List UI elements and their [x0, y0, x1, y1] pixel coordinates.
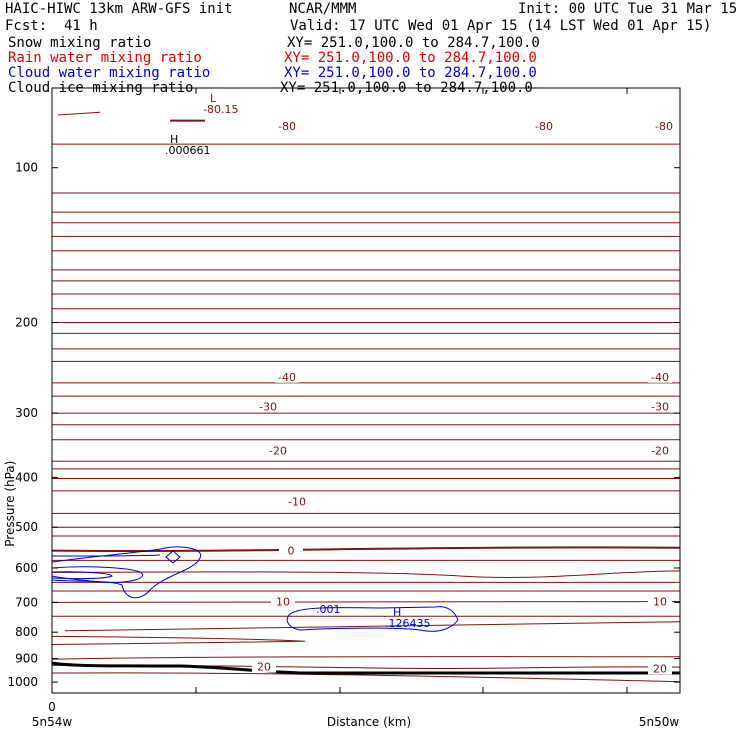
temperature-contour-label: -40	[651, 371, 669, 384]
temperature-contour-line	[51, 656, 681, 660]
cloud-water-contour-label: .001	[316, 603, 341, 616]
y-axis-label: Pressure (hPa)	[3, 461, 17, 547]
forecast-label: Fcst:	[5, 18, 48, 34]
temperature-contour-line	[57, 111, 101, 116]
y-tick-label: 200	[15, 316, 38, 330]
contour-label-bg	[648, 443, 672, 457]
temperature-contour-label: -80	[278, 120, 296, 133]
temperature-contour-label: -80	[535, 120, 553, 133]
legend-rain-name: Rain water mixing ratio	[8, 50, 202, 66]
contour-label-bg	[648, 369, 672, 383]
cloud-water-contour	[51, 571, 113, 580]
contour-label-bg	[271, 594, 295, 608]
temperature-contour-label: -20	[651, 445, 669, 458]
chart-title: HAIC-HIWC 13km ARW-GFS init	[5, 1, 233, 17]
y-tick-label: 700	[15, 595, 38, 609]
cloud-water-contours	[51, 546, 459, 632]
temperature-contour-label: -30	[651, 400, 669, 413]
y-tick-label: 1000	[7, 675, 38, 689]
temperature-contour-line	[51, 570, 681, 579]
temperature-contours	[51, 111, 681, 683]
legend-snow-name: Snow mixing ratio	[8, 35, 152, 51]
y-tick-label: 500	[15, 520, 38, 534]
temperature-contour-label: -80	[655, 120, 673, 133]
temperature-contour-label: 20	[257, 661, 271, 674]
cloud-water-contour	[286, 606, 459, 632]
y-tick-label: 600	[15, 561, 38, 575]
contour-label-bg	[275, 369, 299, 383]
extremum-type: L	[210, 92, 217, 105]
extremum-type: H	[170, 133, 178, 146]
extremum-value: .126435	[385, 617, 431, 630]
contour-labels: -80 -80 -80 -40 -40 -30 -30 -20 -20 -10 0 10 10 20 20 L…	[165, 92, 676, 675]
contour-label-bg	[275, 119, 299, 133]
x-tick-label: 0	[48, 700, 56, 714]
forecast-value: 41 h	[64, 18, 98, 34]
temperature-contour-line	[51, 672, 681, 683]
contour-label-bg	[256, 399, 280, 413]
temperature-contour-label: -20	[269, 445, 287, 458]
extremum-value: .000661	[165, 144, 211, 157]
temperature-contour-line	[64, 621, 681, 632]
temperature-contour-label: 0	[288, 545, 295, 558]
temperature-contour-label: 10	[276, 596, 290, 609]
contour-label-bg	[532, 119, 556, 133]
cloud-water-contour	[51, 554, 161, 557]
contour-label-bg	[648, 661, 672, 675]
x-endpoint-label-right: 5n50w	[639, 715, 680, 729]
cloud-water-contour	[165, 550, 181, 564]
y-tick-label: 100	[15, 161, 38, 175]
cloud-water-contour	[51, 566, 143, 583]
y-tick-label: 400	[15, 470, 38, 484]
legend-rain-xy: XY= 251.0,100.0 to 284.7,100.0	[284, 50, 537, 66]
y-tick-label: 300	[15, 406, 38, 420]
temperature-contour-label: 20	[653, 662, 667, 675]
temperature-contour-line	[51, 601, 681, 603]
y-tick-label: 900	[15, 652, 38, 666]
temperature-contour-label: -40	[278, 371, 296, 384]
chart-org: NCAR/MMM	[289, 1, 357, 17]
contour-label-bg	[652, 119, 676, 133]
temperature-contour-label: -10	[288, 496, 306, 509]
x-endpoint-label-left: 5n54w	[32, 715, 73, 729]
contour-label-bg	[648, 594, 672, 608]
legend-cloudwater-xy: XY= 251.0,100.0 to 284.7,100.0	[284, 65, 537, 81]
temperature-contour-label: 10	[653, 596, 667, 609]
legend-snow-xy: XY= 251.0,100.0 to 284.7,100.0	[287, 35, 540, 51]
contour-label-bg	[279, 543, 303, 557]
temperature-contour-line	[51, 635, 306, 645]
freezing-level-line	[51, 546, 681, 552]
contour-label-bg	[285, 494, 309, 508]
y-tick-label: 800	[15, 625, 38, 639]
x-axis-label: Distance (km)	[327, 715, 411, 729]
contour-label-bg	[648, 399, 672, 413]
extremum-type: H	[393, 606, 401, 619]
cloud-water-contour	[51, 546, 202, 599]
init-time: Init: 00 UTC Tue 31 Mar 15	[518, 1, 738, 17]
valid-time: Valid: 17 UTC Wed 01 Apr 15 (14 LST Wed …	[290, 18, 712, 34]
plot-frame	[51, 87, 681, 694]
temperature-contour-label: -30	[259, 400, 277, 413]
contour-label-bg	[252, 659, 276, 673]
contour-label-bg	[266, 443, 290, 457]
legend-cloudwater-name: Cloud water mixing ratio	[8, 65, 211, 81]
extremum-value: -80.15	[203, 103, 238, 116]
